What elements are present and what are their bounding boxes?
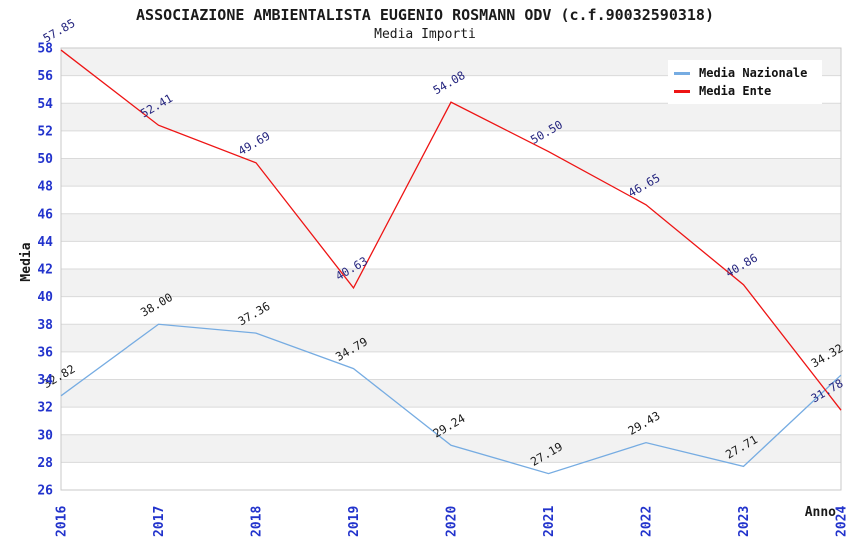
y-tick-label: 54 [37, 97, 53, 112]
legend-label: Media Nazionale [699, 66, 808, 80]
legend-entry-media-ente: Media Ente [674, 82, 822, 100]
data-label: 29.43 [626, 408, 663, 437]
data-label: 49.69 [236, 129, 273, 158]
x-tick-label: 2018 [250, 506, 265, 537]
y-tick-label: 30 [37, 428, 53, 443]
x-tick-label: 2022 [640, 506, 655, 537]
x-tick-label: 2016 [55, 506, 70, 537]
y-tick-label: 40 [37, 290, 53, 305]
x-tick-label: 2023 [737, 506, 752, 537]
y-tick-label: 48 [37, 180, 53, 195]
legend-label: Media Ente [699, 84, 772, 98]
y-tick-label: 56 [37, 69, 53, 84]
plot-band [61, 379, 841, 408]
series-line-media-nazionale [60, 323, 842, 475]
x-tick-label: 2020 [445, 506, 460, 537]
y-tick-label: 44 [37, 235, 53, 250]
x-axis-title: Anno [805, 505, 836, 520]
y-tick-label: 28 [37, 456, 53, 471]
y-axis-title: Media [19, 242, 34, 281]
plot-frame [60, 47, 842, 491]
plot-band [61, 324, 841, 352]
y-tick-label: 46 [37, 207, 53, 222]
x-tick-label: 2024 [835, 506, 850, 537]
plot-band [61, 269, 841, 297]
plot-band [61, 434, 841, 463]
y-tick-label: 50 [37, 152, 53, 167]
y-tick-label: 42 [37, 263, 53, 278]
y-tick-label: 34 [37, 373, 53, 388]
series-line-media-ente [60, 49, 842, 411]
y-tick-label: 36 [37, 345, 53, 360]
legend: Media Nazionale Media Ente [668, 60, 822, 104]
plot-band [61, 103, 841, 131]
y-tick-label: 38 [37, 318, 53, 333]
chart-subtitle: Media Importi [374, 27, 476, 42]
x-tick-label: 2021 [542, 506, 557, 537]
media-nazionale-line-swatch [674, 71, 690, 75]
legend-entry-media-nazionale: Media Nazionale [674, 64, 822, 82]
plot-band [61, 158, 841, 187]
y-tick-label: 32 [37, 401, 53, 416]
y-tick-label: 52 [37, 124, 53, 139]
x-tick-label: 2017 [152, 506, 167, 537]
y-tick-label: 58 [37, 42, 53, 57]
media-ente-line-swatch [674, 89, 690, 93]
plot-band [61, 213, 841, 242]
x-tick-label: 2019 [347, 506, 362, 537]
chart-title: ASSOCIAZIONE AMBIENTALISTA EUGENIO ROSMA… [136, 6, 714, 24]
y-tick-label: 26 [37, 484, 53, 499]
